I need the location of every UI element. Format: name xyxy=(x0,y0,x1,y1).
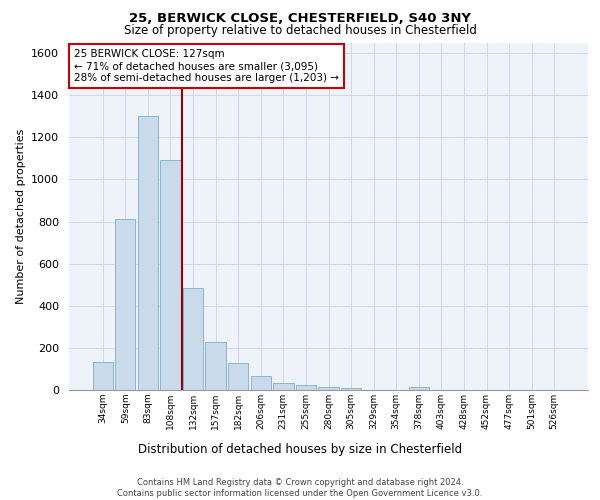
Bar xyxy=(341,388,361,390)
Bar xyxy=(273,382,293,390)
Bar xyxy=(92,362,113,390)
Bar xyxy=(319,388,338,390)
Bar xyxy=(160,160,181,390)
Text: Size of property relative to detached houses in Chesterfield: Size of property relative to detached ho… xyxy=(124,24,476,37)
Bar xyxy=(296,386,316,390)
Text: Distribution of detached houses by size in Chesterfield: Distribution of detached houses by size … xyxy=(138,442,462,456)
Bar xyxy=(138,116,158,390)
Bar xyxy=(115,220,136,390)
Bar xyxy=(228,362,248,390)
Bar xyxy=(205,342,226,390)
Text: 25, BERWICK CLOSE, CHESTERFIELD, S40 3NY: 25, BERWICK CLOSE, CHESTERFIELD, S40 3NY xyxy=(129,12,471,26)
Bar xyxy=(251,376,271,390)
Text: 25 BERWICK CLOSE: 127sqm
← 71% of detached houses are smaller (3,095)
28% of sem: 25 BERWICK CLOSE: 127sqm ← 71% of detach… xyxy=(74,50,339,82)
Bar xyxy=(409,388,429,390)
Y-axis label: Number of detached properties: Number of detached properties xyxy=(16,128,26,304)
Text: Contains HM Land Registry data © Crown copyright and database right 2024.
Contai: Contains HM Land Registry data © Crown c… xyxy=(118,478,482,498)
Bar xyxy=(183,288,203,390)
